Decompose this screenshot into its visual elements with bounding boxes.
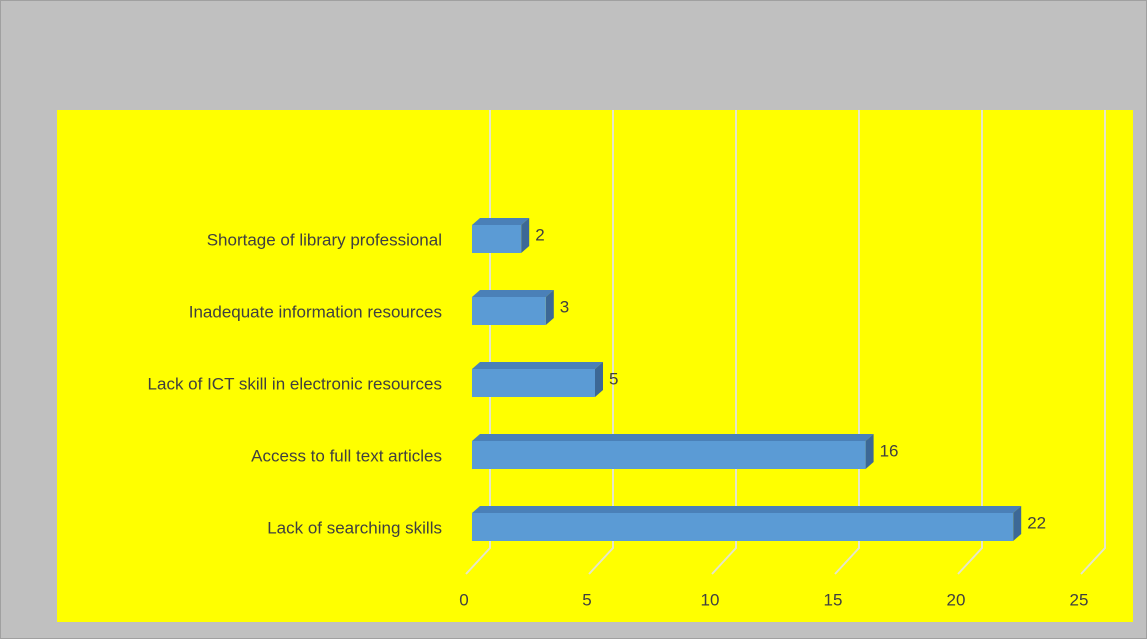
- bar-side: [595, 362, 603, 397]
- value-label: 2: [535, 225, 544, 244]
- bar-side: [865, 434, 874, 469]
- bar-top: [472, 362, 603, 369]
- bar: [472, 225, 522, 253]
- value-label: 22: [1027, 513, 1046, 532]
- x-tick-label: 10: [701, 590, 720, 609]
- x-tick-label: 20: [947, 590, 966, 609]
- value-label: 16: [880, 441, 899, 460]
- bar-top: [472, 218, 530, 225]
- y-tick-label: Inadequate information resources: [189, 302, 442, 321]
- bar-side: [521, 218, 530, 253]
- x-tick-label: 0: [459, 590, 468, 609]
- x-tick-label: 5: [582, 590, 591, 609]
- bar-top: [472, 290, 554, 297]
- bar-side: [545, 290, 554, 325]
- grid-line: [834, 110, 860, 575]
- bar: [472, 297, 546, 325]
- value-label: 5: [609, 369, 618, 388]
- bar: [472, 369, 595, 397]
- grid-line: [1080, 110, 1106, 575]
- y-tick-label: Access to full text articles: [251, 446, 442, 465]
- y-tick-label: Shortage of library professional: [207, 230, 442, 249]
- y-tick-label: Lack of searching skills: [267, 518, 442, 537]
- bar: [472, 441, 866, 469]
- grid-line: [957, 110, 983, 575]
- grid-line: [588, 110, 614, 575]
- bar: [472, 513, 1014, 541]
- x-tick-label: 15: [824, 590, 843, 609]
- x-tick-label: 25: [1070, 590, 1089, 609]
- grid-line: [711, 110, 737, 575]
- value-label: 3: [560, 297, 569, 316]
- bar-top: [472, 506, 1022, 513]
- bar-side: [1013, 506, 1022, 541]
- grid-line: [465, 110, 491, 575]
- bar-top: [472, 434, 874, 441]
- y-tick-label: Lack of ICT skill in electronic resource…: [148, 374, 442, 393]
